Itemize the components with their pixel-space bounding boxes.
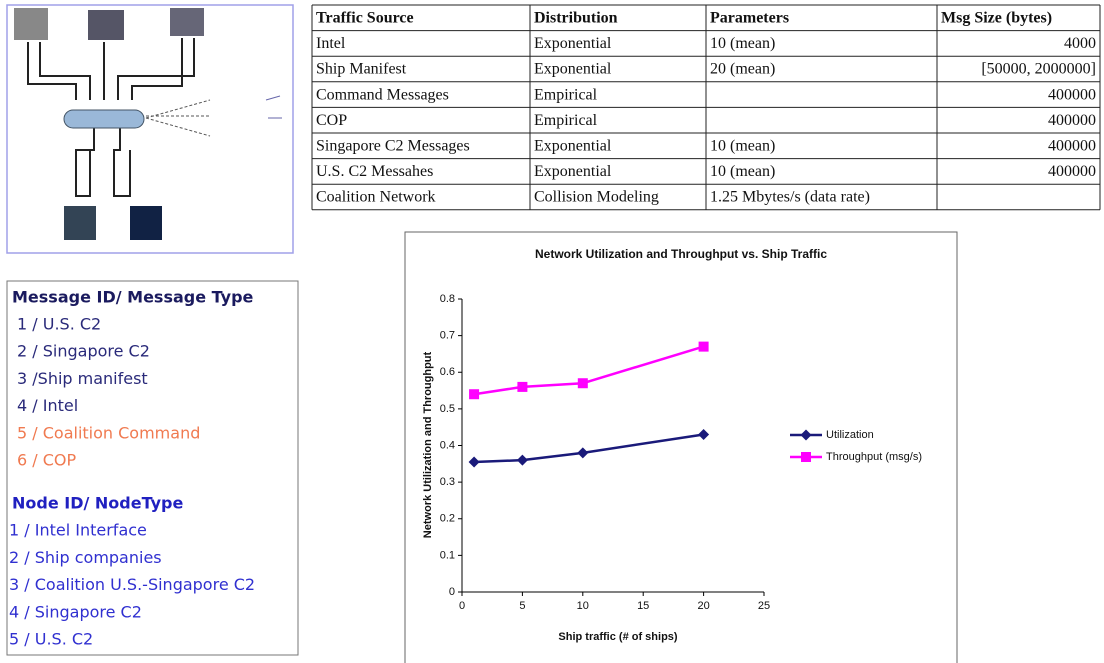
section-title: Message ID/ Message Type [12, 288, 254, 307]
table-cell: Coalition Network [316, 189, 436, 206]
x-tick-label: 20 [697, 600, 709, 612]
y-axis-label: Network Utilization and Throughput [422, 351, 434, 538]
marker [517, 382, 527, 392]
table-cell: U.S. C2 Messahes [316, 163, 433, 180]
table-cell: 4000 [1064, 35, 1096, 52]
table-cell: Command Messages [316, 86, 449, 103]
table-cell: Exponential [534, 137, 612, 154]
marker [699, 342, 709, 352]
y-tick-label: 0.2 [440, 513, 455, 525]
legend-item: 2 / Singapore C2 [17, 342, 150, 361]
x-tick-label: 5 [519, 600, 525, 612]
x-tick-label: 10 [577, 600, 589, 612]
table-cell: [50000, 2000000] [981, 61, 1096, 78]
section-title: Node ID/ NodeType [12, 494, 183, 513]
table-cell: 400000 [1048, 163, 1096, 180]
table-cell: Exponential [534, 35, 612, 52]
table-cell: Collision Modeling [534, 189, 659, 206]
marker [578, 378, 588, 388]
x-tick-label: 15 [637, 600, 649, 612]
table-header: Parameters [710, 9, 789, 26]
table-header: Traffic Source [316, 9, 414, 26]
legend-item: 5 / Coalition Command [17, 423, 200, 442]
legend-item: 4 / Singapore C2 [9, 602, 142, 621]
table-cell: Empirical [534, 112, 598, 129]
legend-marker [801, 452, 811, 462]
table-cell: COP [316, 112, 347, 129]
legend-item: 1 / U.S. C2 [17, 315, 101, 334]
y-tick-label: 0 [449, 586, 455, 598]
y-tick-label: 0.5 [440, 403, 455, 415]
table-cell: 10 (mean) [710, 137, 775, 154]
y-tick-label: 0.6 [440, 366, 455, 378]
network-diagram [7, 5, 293, 253]
chart-frame [405, 232, 957, 663]
legend-item: 5 / U.S. C2 [9, 630, 93, 649]
y-tick-label: 0.1 [440, 549, 455, 561]
y-tick-label: 0.7 [440, 330, 455, 342]
table-cell: Ship Manifest [316, 61, 407, 78]
legend-item: 3 /Ship manifest [17, 369, 148, 388]
table-header: Distribution [534, 9, 618, 26]
y-tick-label: 0.3 [440, 476, 455, 488]
table-cell: Exponential [534, 163, 612, 180]
table-cell: 400000 [1048, 112, 1096, 129]
table-cell: 20 (mean) [710, 61, 775, 78]
table-cell: 400000 [1048, 137, 1096, 154]
legend-item: 6 / COP [17, 451, 77, 470]
page: Message ID/ Message Type 1 / U.S. C2 2 / S… [0, 0, 1104, 663]
legend-item: 3 / Coalition U.S.-Singapore C2 [9, 575, 255, 594]
table-header: Msg Size (bytes) [941, 9, 1052, 26]
table-cell: 10 (mean) [710, 163, 775, 180]
table-cell: Singapore C2 Messages [316, 137, 470, 154]
table-cell: Intel [316, 35, 346, 52]
table-cell: 400000 [1048, 86, 1096, 103]
legend-item: 1 / Intel Interface [9, 521, 147, 540]
chart-title: Network Utilization and Throughput vs. S… [535, 247, 827, 261]
table-cell: Empirical [534, 86, 598, 103]
marker [469, 389, 479, 399]
legend-label: Utilization [826, 429, 874, 441]
legend-label: Throughput (msg/s) [826, 451, 922, 463]
table-cell: 10 (mean) [710, 35, 775, 52]
y-tick-label: 0.4 [440, 439, 455, 451]
legend-item: 4 / Intel [17, 396, 78, 415]
table-cell: Exponential [534, 61, 612, 78]
x-axis-label: Ship traffic (# of ships) [558, 631, 678, 643]
x-tick-label: 25 [758, 600, 770, 612]
legend-item: 2 / Ship companies [9, 548, 162, 567]
traffic-table: Traffic Source Distribution Parameters Msg … [312, 5, 1100, 210]
x-tick-label: 0 [459, 600, 465, 612]
y-tick-label: 0.8 [440, 293, 455, 305]
table-cell: 1.25 Mbytes/s (data rate) [710, 189, 870, 206]
